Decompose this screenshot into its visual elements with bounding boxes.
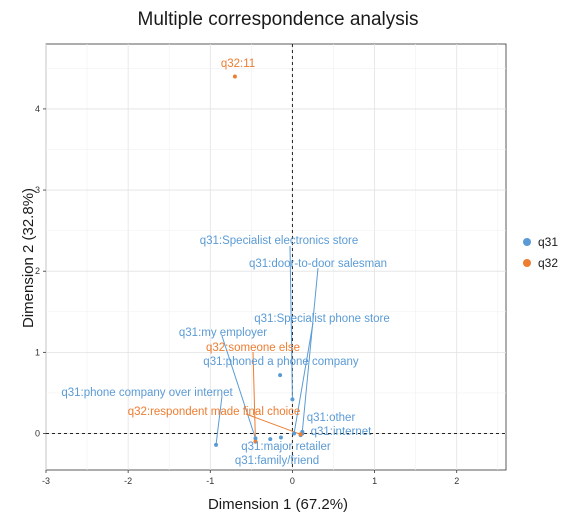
x-tick-label: -2 xyxy=(124,476,132,486)
point-label: q31:my employer xyxy=(179,327,267,339)
x-axis-title: Dimension 1 (67.2%) xyxy=(208,496,348,512)
data-point xyxy=(278,373,282,377)
data-point xyxy=(214,443,218,447)
point-label: q31:Specialist electronics store xyxy=(200,235,359,247)
point-label: q31:other xyxy=(307,412,356,424)
y-axis-title: Dimension 2 (32.8%) xyxy=(20,188,37,328)
legend: q31 q32 xyxy=(523,235,558,270)
x-tick-label: -3 xyxy=(42,476,50,486)
point-label: q31:major retailer xyxy=(241,441,331,453)
point-label: q31:door-to-door salesman xyxy=(249,258,387,270)
legend-swatch xyxy=(523,238,531,246)
legend-swatch xyxy=(523,259,531,267)
x-tick-label: 1 xyxy=(372,476,377,486)
chart-title: Multiple correspondence analysis xyxy=(138,9,419,30)
point-label: q32:11 xyxy=(221,58,255,70)
data-point xyxy=(279,436,283,440)
y-tick-label: 1 xyxy=(35,347,40,357)
point-label: q31:phoned a phone company xyxy=(203,356,359,368)
point-label: q32:respondent made final choice xyxy=(128,406,301,418)
point-label: q31:phone company over internet xyxy=(61,387,233,399)
x-axis-ticks: -3 -2 -1 0 1 2 xyxy=(42,470,459,486)
y-tick-label: 0 xyxy=(35,428,40,438)
x-tick-label: 2 xyxy=(454,476,459,486)
point-label: q31:family/friend xyxy=(235,455,319,467)
data-point xyxy=(292,431,296,435)
data-point xyxy=(290,397,294,401)
point-label: q32:someone else xyxy=(206,342,300,354)
x-tick-label: 0 xyxy=(290,476,295,486)
point-label: q31:internet xyxy=(311,426,373,438)
point-label: q31:Specialist phone store xyxy=(254,313,390,325)
data-point xyxy=(233,74,237,78)
legend-label: q31 xyxy=(538,235,558,249)
data-point xyxy=(299,432,303,436)
legend-label: q32 xyxy=(538,256,558,270)
x-tick-label: -1 xyxy=(206,476,214,486)
y-tick-label: 4 xyxy=(35,104,40,114)
